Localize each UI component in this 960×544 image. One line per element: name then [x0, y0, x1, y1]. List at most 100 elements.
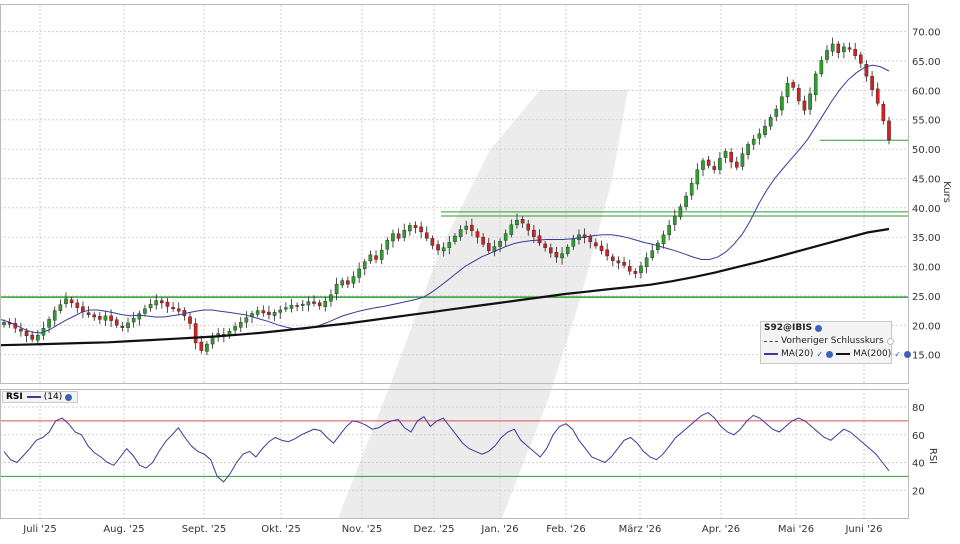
candle-body: [317, 302, 322, 307]
candle-body: [52, 310, 57, 321]
candle-body: [458, 229, 463, 238]
candle-body: [605, 249, 609, 257]
candle-body: [453, 235, 457, 242]
x-tick-label: Aug. '25: [103, 524, 144, 535]
candle-body: [537, 235, 542, 244]
axes: 15.00 20.00 25.00 30.00 35.00 40.00 45.00 50.00…: [0, 4, 941, 535]
candle-body: [622, 261, 626, 266]
candle-body: [464, 225, 469, 230]
candle-body: [684, 195, 688, 207]
candle-body: [594, 242, 598, 247]
x-tick-label: Juli '25: [22, 524, 57, 535]
candle-body: [751, 138, 756, 145]
rsi-legend-name: RSI: [6, 392, 23, 402]
candle-body: [103, 315, 108, 321]
candle-body: [362, 261, 367, 270]
candle-body: [718, 158, 722, 170]
x-tick-label: Sept. '25: [182, 524, 227, 535]
candle-body: [413, 225, 418, 228]
candle-body: [391, 233, 395, 242]
globe-icon[interactable]: [903, 350, 911, 358]
check-icon[interactable]: ✓: [816, 349, 824, 359]
rsi-line: [3, 412, 890, 483]
candle-body: [588, 236, 593, 243]
candle-body: [729, 152, 733, 163]
candle-body: [672, 215, 677, 225]
candle-body: [447, 242, 452, 248]
globe-icon[interactable]: [826, 350, 834, 358]
candle-body: [120, 325, 125, 328]
y-tick-label: 45.00: [912, 174, 941, 185]
candle-body: [30, 334, 34, 340]
candle-body: [81, 306, 85, 312]
candle-body: [2, 322, 6, 325]
candle-body: [385, 239, 390, 250]
y-tick-label: 40.00: [912, 204, 941, 215]
candle-body: [503, 233, 508, 241]
candle-body: [791, 82, 795, 88]
candle-body: [255, 310, 260, 315]
globe-icon[interactable]: [815, 324, 823, 332]
x-tick-label: Feb. '26: [546, 524, 586, 535]
candle-body: [701, 160, 705, 170]
candle-body: [808, 93, 812, 110]
candle-body: [689, 182, 694, 196]
x-tick-label: März '26: [619, 524, 662, 535]
candle-body: [740, 153, 745, 167]
globe-icon[interactable]: [65, 393, 73, 401]
candle-body: [98, 315, 102, 320]
check-icon[interactable]: ✓: [894, 349, 901, 359]
candle-body: [627, 266, 632, 272]
candle-body: [334, 283, 339, 295]
candle-body: [475, 231, 480, 238]
candle-body: [526, 223, 531, 231]
candle-body: [746, 144, 750, 155]
rsi-legend-param: (14): [43, 392, 63, 402]
candle-body: [374, 255, 378, 260]
rsi-tick-label: 80: [912, 403, 925, 414]
candle-body: [825, 50, 829, 60]
candle-body: [813, 73, 818, 95]
candle-body: [312, 301, 316, 304]
candle-body: [847, 47, 852, 50]
candle-body: [300, 303, 305, 306]
candle-body: [19, 328, 23, 332]
x-tick-label: Nov. '25: [342, 524, 383, 535]
candle-body: [644, 257, 649, 268]
candle-body: [284, 307, 288, 310]
candle-body: [667, 225, 671, 236]
rsi-axis-label: RSI: [927, 448, 938, 464]
legend-prev-close: Vorheriger Schlusskurs: [781, 336, 884, 346]
candle-body: [396, 233, 401, 239]
candle-body: [509, 224, 514, 235]
candle-body: [797, 88, 801, 102]
candle-body: [210, 336, 215, 345]
rsi-line-icon: [26, 396, 41, 398]
candle-body: [757, 133, 762, 139]
candle-body: [114, 319, 119, 326]
candle-body: [864, 64, 869, 77]
ma200-line-icon: [836, 353, 851, 355]
candle-body: [69, 299, 74, 304]
main-gridlines: [0, 5, 908, 518]
price-legend: S92@IBIS Vorheriger Schlusskurs MA(20) ✓…: [760, 321, 911, 364]
candle-body: [323, 300, 328, 307]
candle-body: [24, 330, 29, 337]
moving-averages: [0, 64, 890, 347]
candle-body: [486, 243, 491, 251]
candle-body: [859, 54, 863, 64]
candle-body: [306, 301, 311, 306]
ma20-line: [0, 64, 890, 334]
y-tick-label: 35.00: [912, 233, 941, 244]
candle-body: [560, 253, 564, 259]
y-tick-label: 65.00: [912, 57, 941, 68]
candle-body: [278, 309, 283, 313]
dashed-line-icon: [764, 341, 778, 342]
y-tick-label: 70.00: [912, 28, 941, 39]
toggle-icon[interactable]: [886, 337, 894, 345]
candle-body: [887, 120, 891, 140]
candle-body: [36, 335, 40, 341]
x-tick-label: Apr. '26: [702, 524, 740, 535]
